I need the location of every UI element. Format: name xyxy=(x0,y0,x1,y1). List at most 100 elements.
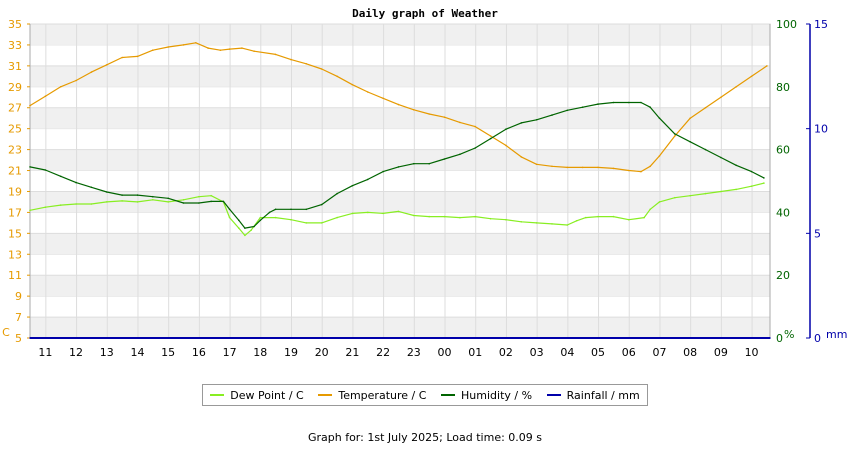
x-tick-label: 12 xyxy=(69,346,83,359)
series-point xyxy=(674,196,676,199)
series-point xyxy=(597,166,599,169)
series-point xyxy=(505,144,507,147)
series-point xyxy=(474,147,477,149)
grid-band xyxy=(30,317,770,338)
temperature-tick-label: 21 xyxy=(8,165,22,178)
x-tick-label: 01 xyxy=(468,346,482,359)
series-point xyxy=(640,170,642,173)
temperature-tick-label: 11 xyxy=(8,269,22,282)
x-tick-label: 19 xyxy=(284,346,298,359)
series-point xyxy=(640,101,642,104)
humidity-tick-label: 60 xyxy=(776,144,790,157)
x-tick-label: 14 xyxy=(130,346,144,359)
series-point xyxy=(566,166,569,169)
legend-item-dew-point: Dew Point / C xyxy=(210,388,304,402)
temperature-tick-label: 35 xyxy=(8,18,22,31)
series-point xyxy=(219,49,222,51)
x-tick-label: 17 xyxy=(223,346,237,359)
series-point xyxy=(59,86,62,88)
series-point xyxy=(305,222,308,224)
series-point xyxy=(121,194,123,196)
temperature-tick-label: 7 xyxy=(15,311,22,324)
series-point xyxy=(238,227,240,229)
series-point xyxy=(397,103,400,106)
x-tick-label: 13 xyxy=(100,346,114,359)
series-point xyxy=(44,206,47,208)
series-point xyxy=(674,135,676,137)
humidity-tick-label: 0 xyxy=(776,332,783,345)
series-point xyxy=(766,65,768,67)
x-tick-label: 06 xyxy=(622,346,636,359)
series-point xyxy=(750,185,753,187)
humidity-tick-label: 20 xyxy=(776,269,790,282)
series-point xyxy=(443,116,446,118)
legend-label-dew-point: Dew Point / C xyxy=(230,388,304,402)
series-point xyxy=(90,203,93,205)
x-tick-label: 10 xyxy=(745,346,759,359)
series-point xyxy=(290,218,292,221)
series-point xyxy=(259,219,262,222)
series-point xyxy=(489,217,492,220)
series-point xyxy=(59,204,62,206)
series-point xyxy=(351,184,354,187)
series-point xyxy=(649,106,651,108)
series-point xyxy=(505,218,507,221)
x-tick-label: 02 xyxy=(499,346,513,359)
series-point xyxy=(167,197,169,200)
series-point xyxy=(29,104,31,107)
series-point xyxy=(136,194,139,196)
rainfall-unit-label: mm xyxy=(826,328,847,341)
series-point xyxy=(244,234,246,237)
series-point xyxy=(367,91,369,93)
series-point xyxy=(336,216,338,219)
x-tick-label: 16 xyxy=(192,346,206,359)
series-point xyxy=(238,219,240,222)
series-point xyxy=(535,163,538,166)
series-point xyxy=(253,50,255,52)
series-point xyxy=(167,201,169,203)
legend: Dew Point / C Temperature / C Humidity /… xyxy=(202,384,648,406)
series-point xyxy=(428,113,431,115)
series-point xyxy=(198,202,200,204)
series-point xyxy=(489,135,492,137)
series-point xyxy=(443,215,446,218)
series-point xyxy=(704,106,707,109)
temperature-tick-label: 15 xyxy=(8,227,22,240)
series-point xyxy=(459,121,461,124)
series-point xyxy=(182,199,185,201)
series-point xyxy=(735,188,737,191)
series-point xyxy=(121,56,123,59)
x-tick-label: 23 xyxy=(407,346,421,359)
series-point xyxy=(704,192,707,195)
series-point xyxy=(551,114,553,116)
series-point xyxy=(397,210,400,213)
series-point xyxy=(689,194,691,197)
series-point xyxy=(210,200,212,203)
series-point xyxy=(152,199,154,201)
series-line-humidity xyxy=(29,101,765,229)
series-point xyxy=(59,175,62,178)
series-point xyxy=(474,125,477,128)
temperature-tick-label: 13 xyxy=(8,248,22,261)
series-point xyxy=(250,229,252,231)
legend-label-humidity: Humidity / % xyxy=(461,388,533,402)
series-point xyxy=(628,218,630,221)
series-point xyxy=(268,211,271,214)
x-tick-label: 18 xyxy=(253,346,267,359)
x-tick-label: 22 xyxy=(376,346,390,359)
series-point xyxy=(198,195,200,198)
rainfall-tick-label: 15 xyxy=(814,18,828,31)
series-point xyxy=(566,109,569,112)
legend-item-humidity: Humidity / % xyxy=(441,389,532,402)
grid-band xyxy=(30,24,770,45)
series-point xyxy=(241,47,243,49)
humidity-tick-label: 100 xyxy=(776,18,797,31)
temperature-tick-label: 23 xyxy=(8,144,22,157)
series-point xyxy=(459,216,461,219)
legend-swatch-temperature xyxy=(318,394,333,396)
series-point xyxy=(207,47,209,49)
series-point xyxy=(520,122,523,124)
series-point xyxy=(182,202,185,204)
series-point xyxy=(228,208,231,211)
